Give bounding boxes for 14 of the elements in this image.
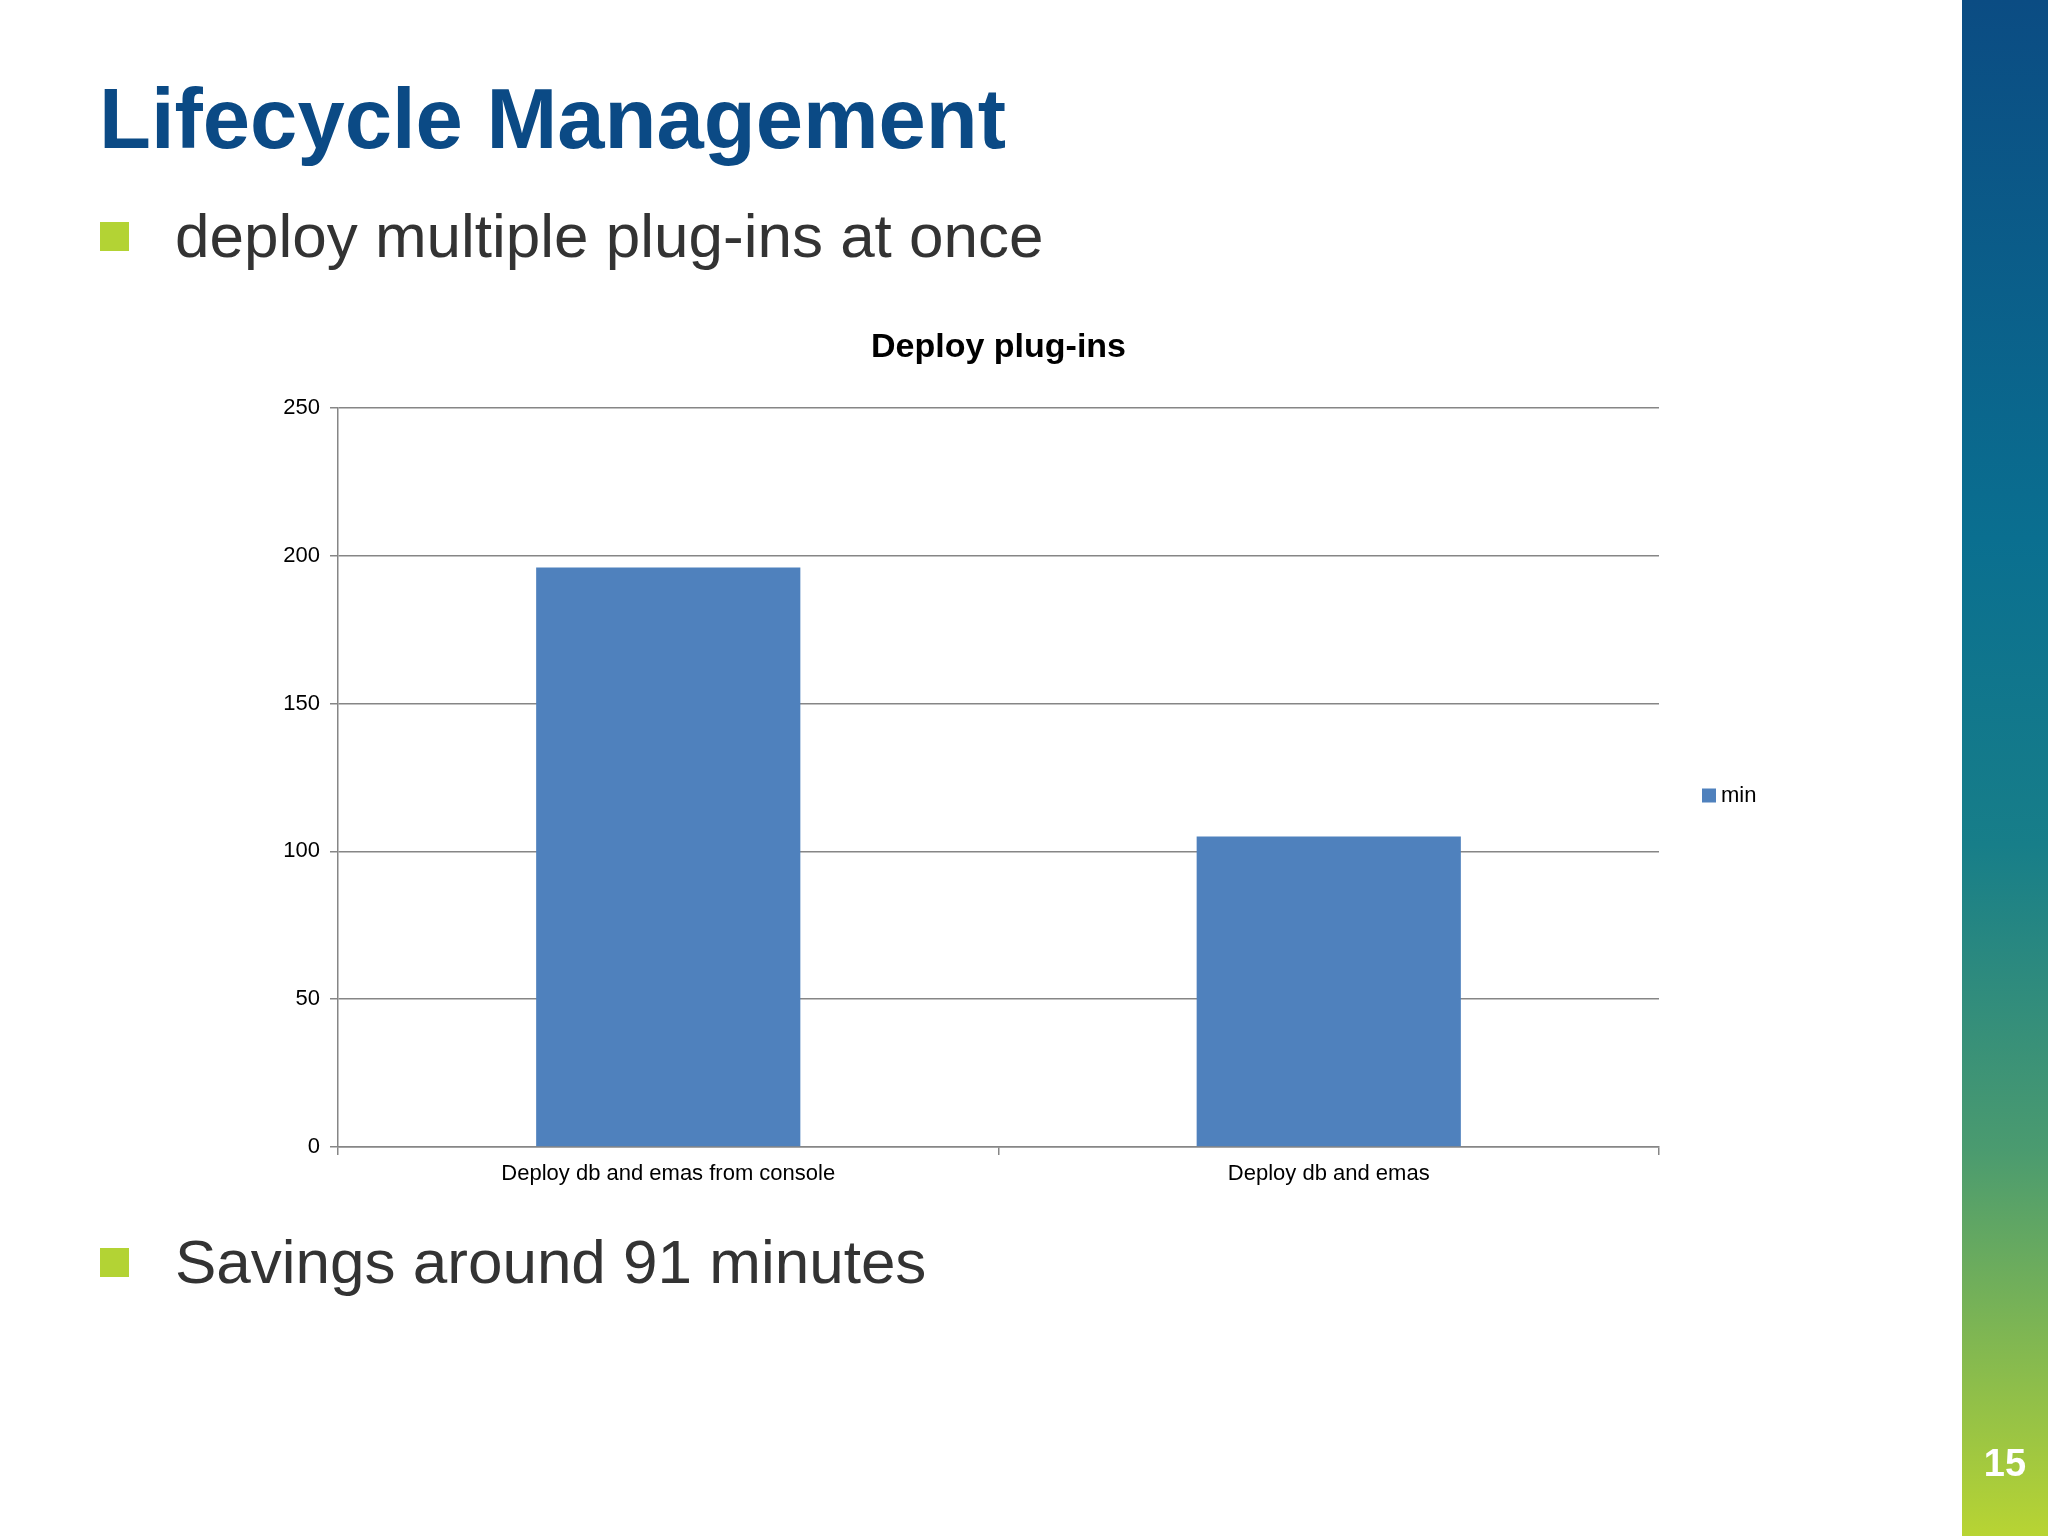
y-tick-label: 250 <box>283 394 320 420</box>
legend-label: min <box>1721 781 1757 807</box>
y-tick-label: 150 <box>283 689 320 715</box>
text: Savings around 91 minutes <box>175 1227 927 1296</box>
text: 15 <box>1982 1442 2028 1484</box>
y-tick-label: 200 <box>283 541 320 567</box>
y-tick-label: 100 <box>283 837 320 863</box>
chart-title: Lifecycle Management <box>99 71 1006 166</box>
text: deploy multiple plug-ins at once <box>175 201 1044 270</box>
y-tick-label: 50 <box>295 985 320 1011</box>
x-tick-label: Deploy db and emas <box>1227 1160 1430 1186</box>
y-tick-label: 0 <box>307 1133 320 1159</box>
chart-subtitle: Deploy plug-ins <box>871 326 1126 365</box>
x-tick-label: Deploy db and emas from console <box>501 1160 836 1186</box>
